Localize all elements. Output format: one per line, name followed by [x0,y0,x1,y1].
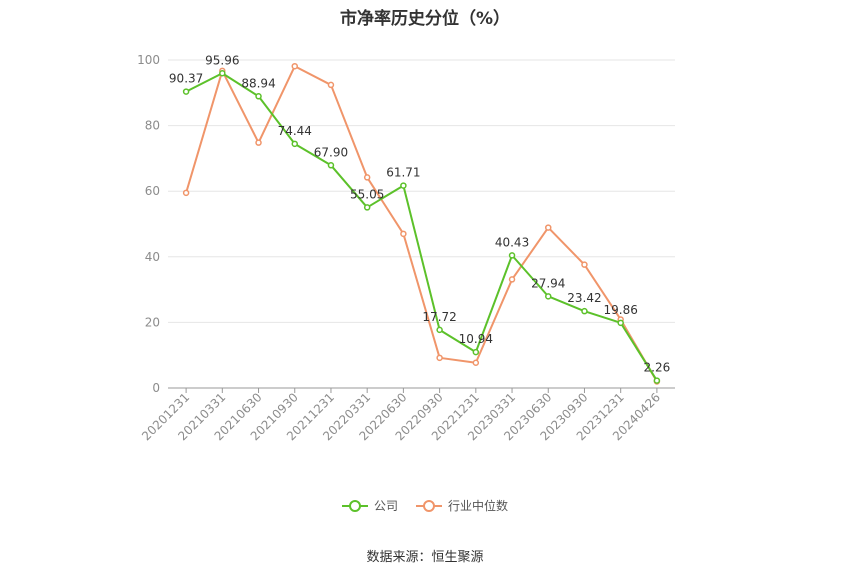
data-point-company [255,93,262,100]
legend-swatch-company-icon [341,499,368,512]
data-point-company [219,70,226,77]
data-label: 61.71 [386,166,420,180]
chart-title: 市净率历史分位（%） [339,9,511,29]
data-label: 17.72 [422,310,456,324]
y-tick-label: 0 [152,381,160,395]
data-point-company [508,252,516,259]
data-label: 95.96 [205,53,239,67]
data-label: 23.42 [567,291,601,305]
data-label: 88.94 [241,76,275,90]
y-tick-label: 60 [145,184,160,198]
data-point-industry-median [182,189,190,197]
data-point-industry-median [363,174,371,181]
legend-item-company[interactable]: 公司 [341,497,398,514]
data-point-company [472,348,480,356]
data-label: 40.43 [495,235,529,249]
data-point-company [182,88,190,95]
data-source: 数据来源：恒生聚源 [366,550,484,565]
data-label: 10.94 [459,332,493,346]
grid-lines [168,59,675,323]
data-point-company [617,319,624,327]
data-point-company [653,377,661,384]
y-tick-label: 100 [137,53,160,67]
data-point-company [581,307,588,315]
y-tick-label: 80 [145,119,160,133]
data-point-company [436,326,443,334]
y-tick-label: 40 [145,250,160,264]
data-point-industry-median [472,359,480,366]
data-point-company [291,140,298,148]
data-point-industry-median [327,81,335,89]
legend: 公司 行业中位数 [0,497,850,514]
legend-swatch-industry-icon [416,499,442,512]
data-point-company [400,182,407,189]
data-label: 55.05 [350,187,384,201]
data-label: 74.44 [278,124,312,138]
data-label: 67.90 [314,145,348,159]
data-point-industry-median [436,354,443,362]
series [182,62,661,385]
data-point-industry-median [255,139,262,146]
data-point-industry-median [291,62,298,70]
legend-label-company: 公司 [373,499,398,513]
legend-label-industry-median: 行业中位数 [448,499,509,513]
series-line-industry-median [185,65,658,382]
data-point-industry-median [400,230,407,238]
axes: 0204060801002020123120210331202106302021… [137,53,675,443]
data-point-industry-median [581,261,588,268]
data-label: 19.86 [603,303,637,317]
data-label: 90.37 [169,72,203,86]
data-point-company [363,204,371,211]
data-label: 2.26 [644,361,671,375]
y-tick-label: 20 [145,315,160,329]
data-point-company [545,293,552,300]
series-line-company [185,72,658,382]
data-point-industry-median [545,224,552,231]
data-label: 27.94 [531,276,565,290]
data-point-industry-median [508,276,516,283]
data-point-company [327,162,335,169]
legend-item-industry-median[interactable]: 行业中位数 [416,497,508,514]
